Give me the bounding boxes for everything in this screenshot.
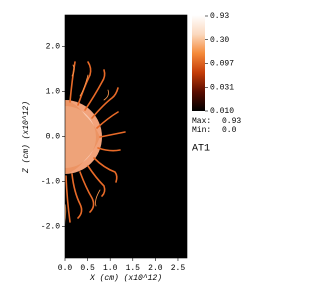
x-tick-label: 1.0: [103, 264, 118, 273]
y-tick-label: -2.0: [41, 223, 60, 232]
y-tick-label: -1.0: [41, 178, 60, 187]
x-tick-label: 2.5: [171, 264, 186, 273]
colorbar: [192, 15, 205, 111]
field-image: [65, 61, 126, 225]
min-label: Min:: [192, 126, 211, 135]
colorbar-tick-label: 0.010: [210, 107, 234, 116]
variable-name: AT1: [192, 144, 210, 155]
y-tick-label: 0.0: [46, 133, 61, 142]
x-tick-label: 2.0: [148, 264, 163, 273]
colorbar-tick-label: 0.097: [210, 59, 234, 68]
min-value: 0.0: [222, 126, 237, 135]
x-tick-label: 0.5: [80, 264, 95, 273]
max-label: Max:: [192, 117, 211, 126]
colorbar-tick-label: 0.031: [210, 83, 234, 92]
y-tick-label: 1.0: [46, 88, 61, 97]
x-tick-label: 0.0: [58, 264, 73, 273]
x-axis-label: X (cm) (x10^12): [89, 274, 162, 283]
x-tick-label: 1.5: [126, 264, 141, 273]
y-axis-label: Z (cm) (x10^12): [22, 101, 31, 174]
colorbar-tick-label: 0.30: [210, 36, 229, 45]
max-value: 0.93: [222, 117, 241, 126]
y-tick-label: 2.0: [46, 43, 61, 52]
colorbar-tick-label: 0.93: [210, 12, 229, 21]
